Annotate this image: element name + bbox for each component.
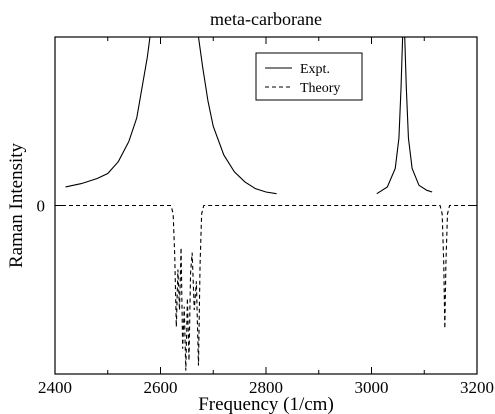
legend-entry-label: Theory	[300, 81, 340, 96]
x-tick-label: 2600	[144, 378, 178, 397]
chart-title: meta-carborane	[210, 9, 322, 29]
legend-box	[255, 52, 363, 101]
y-axis-label: Raman Intensity	[6, 142, 27, 268]
y-tick-label: 0	[37, 197, 46, 216]
x-tick-label: 2800	[249, 378, 283, 397]
legend-entry-label: Expt.	[300, 62, 330, 77]
series-expt-segment-1	[197, 37, 277, 195]
series-expt-segment-0	[65, 37, 151, 188]
x-tick-label: 2400	[38, 378, 72, 397]
legend: Expt. Theory	[255, 52, 363, 101]
plot-area	[55, 37, 477, 371]
series-expt-segment-2	[376, 37, 433, 195]
series-theory-line	[55, 204, 477, 371]
axis-ticks: 2400 2600 2800 3000 3200 0	[37, 37, 494, 397]
x-tick-label: 3000	[355, 378, 389, 397]
x-axis-label: Frequency (1/cm)	[198, 394, 334, 414]
x-tick-label: 3200	[460, 378, 494, 397]
